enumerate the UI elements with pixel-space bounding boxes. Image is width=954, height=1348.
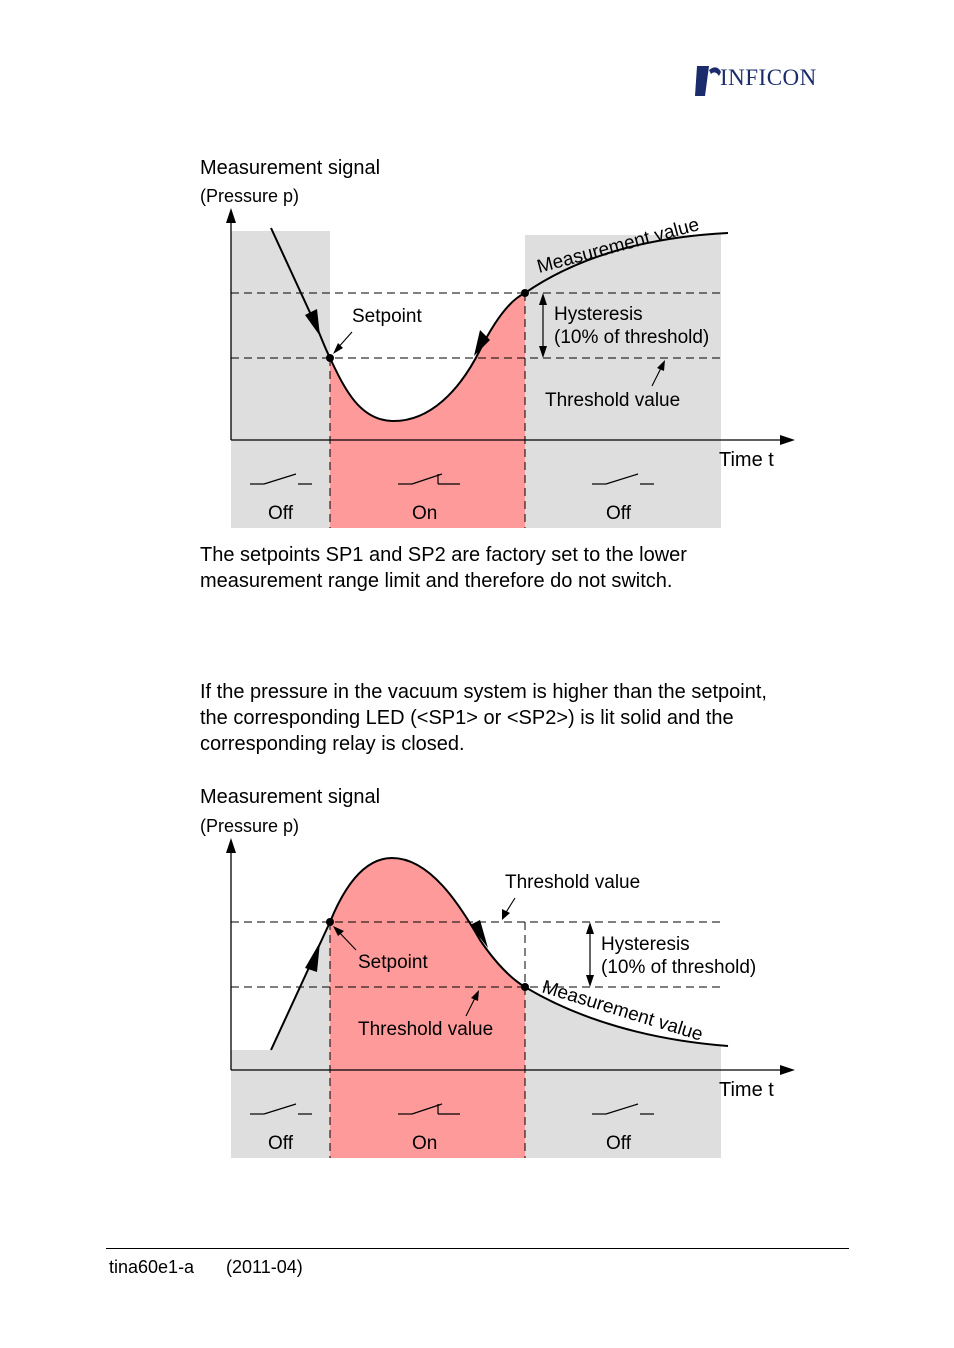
off-region-right-bottom	[525, 987, 728, 1158]
relay-closed-icon-bottom	[398, 1103, 460, 1115]
relay-open-icon-left-bottom	[250, 1103, 312, 1115]
state-label-on-bottom: On	[412, 1133, 437, 1154]
off-region-left-upper	[231, 922, 330, 1070]
state-label-off-right-bottom: Off	[606, 1133, 632, 1154]
threshold-label-inner: Threshold value	[358, 1019, 493, 1040]
threshold-label: Threshold value	[545, 390, 680, 411]
curve-arrow-up-icon	[474, 330, 490, 356]
y-axis-subtitle: (Pressure p)	[200, 186, 299, 206]
x-axis-label: Time t	[719, 449, 774, 471]
setpoint-pointer-icon-bottom	[333, 926, 344, 936]
y-axis-title-bottom: Measurement signal	[200, 786, 380, 808]
y-axis-arrow-icon-bottom	[226, 838, 236, 853]
hysteresis-arrow-down-icon	[539, 346, 547, 358]
footer-doc-id: tina60e1-a	[109, 1257, 195, 1277]
paragraph-factory-setpoints: The setpoints SP1 and SP2 are factory se…	[200, 542, 850, 594]
on-region-fill-bottom	[330, 858, 525, 1070]
threshold-label-top: Threshold value	[505, 872, 640, 893]
measurement-curve-bottom	[270, 856, 729, 1051]
setpoint-dot-bottom	[521, 983, 529, 991]
inficon-logo: INFICON	[693, 62, 853, 98]
footer-divider	[106, 1248, 849, 1249]
hysteresis-arrow-up-icon	[539, 293, 547, 305]
x-axis-arrow-icon-bottom	[780, 1065, 795, 1075]
setpoint-label-bottom: Setpoint	[358, 952, 428, 973]
paragraph-1-line-1: The setpoints SP1 and SP2 are factory se…	[200, 544, 687, 566]
setpoint-label: Setpoint	[352, 306, 422, 327]
state-label-off-left: Off	[268, 503, 294, 524]
state-label-off-left-bottom: Off	[268, 1133, 294, 1154]
off-region-upper	[525, 233, 721, 440]
threshold-pointer-top	[504, 897, 516, 915]
state-label-on: On	[412, 503, 437, 524]
paragraph-1-line-2: measurement range limit and therefore do…	[200, 570, 673, 592]
y-axis-arrow-icon	[226, 208, 236, 223]
threshold-pointer-inner-icon	[471, 990, 479, 1001]
on-region-fill	[330, 293, 525, 440]
state-label-off-right: Off	[606, 503, 632, 524]
hysteresis-arrow-up-icon-bottom	[586, 922, 594, 934]
on-state-region-bottom	[330, 1070, 525, 1158]
x-axis-label-bottom: Time t	[719, 1079, 774, 1101]
setpoint-diagram-above: Measurement signal (Pressure p) Time t T…	[200, 786, 795, 1158]
paragraph-2-line-1: If the pressure in the vacuum system is …	[200, 681, 767, 703]
off-region-left-bottom	[231, 1070, 330, 1158]
threshold-dot-bottom	[326, 918, 334, 926]
setpoint-diagram-below: Measurement signal (Pressure p) Time t S…	[200, 157, 795, 528]
on-state-region	[330, 440, 525, 528]
footer-date: (2011-04)	[226, 1257, 303, 1277]
threshold-pointer-icon	[657, 360, 665, 371]
threshold-pointer-top-icon	[502, 909, 510, 920]
paragraph-2-line-2: the corresponding LED (<SP1> or <SP2>) i…	[200, 707, 734, 729]
relay-open-icon-left	[250, 473, 312, 485]
inficon-logo-text: INFICON	[720, 65, 817, 90]
inficon-logo-mark	[695, 66, 721, 96]
hysteresis-arrow-down-icon-bottom	[586, 975, 594, 987]
hysteresis-label: Hysteresis	[554, 304, 643, 325]
y-axis-subtitle-bottom: (Pressure p)	[200, 816, 299, 836]
hysteresis-sublabel-bottom: (10% of threshold)	[601, 957, 756, 978]
curve-arrow-down-icon-bottom	[470, 920, 488, 948]
relay-open-icon-right	[592, 473, 654, 485]
x-axis-arrow-icon	[780, 435, 795, 445]
paragraph-higher-pressure: If the pressure in the vacuum system is …	[200, 679, 850, 757]
relay-closed-icon	[398, 473, 460, 485]
setpoint-dot	[326, 354, 334, 362]
relay-open-icon-right-bottom	[592, 1103, 654, 1115]
hysteresis-sublabel: (10% of threshold)	[554, 327, 709, 348]
y-axis-title: Measurement signal	[200, 157, 380, 179]
threshold-dot	[521, 289, 529, 297]
curve-arrow-up-icon-bottom	[305, 942, 320, 972]
hysteresis-label-bottom: Hysteresis	[601, 934, 690, 955]
paragraph-2-line-3: corresponding relay is closed.	[200, 733, 465, 755]
setpoint-pointer-icon	[333, 343, 343, 354]
curve-arrow-down-icon	[305, 309, 320, 336]
